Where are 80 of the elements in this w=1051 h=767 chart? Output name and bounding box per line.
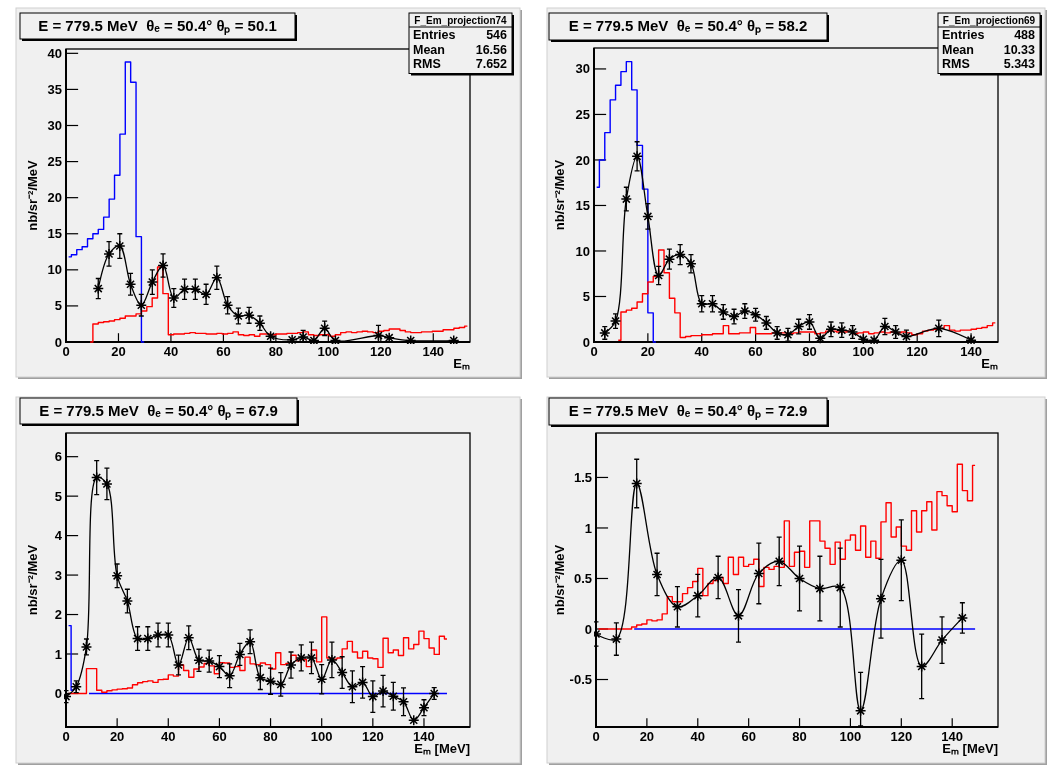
y-axis-title: nb/sr⁻²/MeV — [25, 544, 40, 616]
x-tick-label: 120 — [369, 344, 392, 359]
y-tick-label: 2 — [54, 607, 62, 623]
chart-title: E = 779.5 MeV θₑ = 50.4° θₚ = 67.9 — [39, 401, 278, 420]
x-tick-label: 140 — [960, 344, 982, 359]
x-axis-title: Eₘ [MeV] — [942, 741, 998, 756]
y-tick-label: 15 — [47, 226, 62, 242]
y-tick-label: 0 — [584, 621, 592, 637]
y-axis-title: nb/sr⁻²/MeV — [552, 159, 567, 231]
y-tick-label: 15 — [575, 198, 590, 214]
text: 546 — [486, 28, 508, 42]
text: 10.33 — [1003, 42, 1036, 57]
y-tick-label: 40 — [47, 45, 62, 61]
x-tick-label: 20 — [109, 729, 125, 744]
y-tick-label: 35 — [47, 81, 62, 97]
x-tick-label: 100 — [839, 729, 862, 744]
annotation: RMS — [413, 57, 441, 71]
x-tick-label: 40 — [161, 729, 176, 744]
text: Entries — [942, 28, 985, 42]
x-tick-label: 60 — [748, 344, 763, 359]
annotation: Mean — [413, 42, 445, 57]
text: 488 — [1014, 28, 1036, 42]
y-tick-label: 10 — [47, 262, 62, 278]
x-tick-label: 60 — [212, 729, 227, 744]
x-tick-label: 100 — [310, 729, 333, 744]
y-tick-label: 20 — [575, 152, 590, 168]
x-tick-label: 80 — [268, 344, 284, 359]
x-tick-label: 60 — [741, 729, 756, 744]
x-axis-title: Eₘ — [981, 356, 998, 371]
x-tick-label: 140 — [941, 729, 964, 744]
x-tick-label: 140 — [422, 344, 445, 359]
text: Entries — [413, 28, 456, 42]
y-tick-label: 6 — [54, 449, 62, 465]
text: 16.56 — [475, 42, 508, 57]
x-tick-label: 120 — [890, 729, 913, 744]
x-tick-label: 140 — [413, 729, 435, 744]
x-axis-title: Eₘ — [453, 356, 470, 371]
y-tick-label: 1 — [584, 520, 592, 536]
x-tick-label: 100 — [317, 344, 340, 359]
y-tick-label: 4 — [54, 528, 63, 544]
y-tick-label: 1.5 — [573, 470, 592, 485]
y-tick-label: 20 — [47, 190, 62, 206]
text: 7.652 — [475, 57, 508, 71]
y-tick-label: 30 — [47, 118, 62, 134]
x-tick-label: 40 — [690, 729, 706, 744]
y-tick-label: -0.5 — [569, 672, 592, 688]
x-tick-label: 40 — [694, 344, 709, 359]
x-tick-label: 120 — [906, 344, 929, 359]
y-tick-label: 5 — [54, 488, 62, 504]
x-tick-label: 40 — [163, 344, 179, 359]
text: 5.343 — [1003, 57, 1036, 71]
chart-title: E = 779.5 MeV θₑ = 50.4° θₚ = 58.2 — [568, 16, 808, 35]
x-tick-label: 80 — [263, 729, 278, 744]
y-tick-label: 25 — [47, 154, 62, 170]
y-axis-title: nb/sr⁻²/MeV — [552, 544, 567, 616]
y-tick-label: 25 — [575, 107, 590, 122]
x-tick-label: 20 — [639, 729, 655, 744]
y-tick-label: 5 — [54, 298, 62, 314]
annotation: Mean — [942, 42, 974, 57]
x-tick-label: 120 — [361, 729, 384, 744]
y-tick-label: 5 — [582, 289, 590, 305]
x-tick-label: 100 — [852, 344, 875, 359]
x-tick-label: 20 — [111, 344, 126, 359]
y-tick-label: 0.5 — [573, 571, 592, 587]
chart-title: E = 779.5 MeV θₑ = 50.4° θₚ = 72.9 — [568, 401, 808, 420]
chart-title: E = 779.5 MeV θₑ = 50.4° θₚ = 50.1 — [38, 16, 277, 35]
y-tick-label: 1 — [54, 646, 62, 662]
annotation: RMS — [942, 57, 970, 71]
x-tick-label: 60 — [216, 344, 231, 359]
y-tick-label: 10 — [575, 243, 590, 259]
x-tick-label: 20 — [640, 344, 656, 359]
y-tick-label: 3 — [54, 567, 62, 583]
x-tick-label: 80 — [792, 729, 807, 744]
y-tick-label: 0 — [54, 686, 62, 702]
text: F_Em_projection74 — [414, 14, 508, 26]
text: F_Em_projection69 — [942, 14, 1036, 26]
x-axis-title: Eₘ [MeV] — [414, 741, 470, 756]
x-tick-label: 80 — [802, 344, 817, 359]
y-tick-label: 30 — [575, 61, 590, 77]
y-axis-title: nb/sr⁻²/MeV — [25, 159, 40, 231]
